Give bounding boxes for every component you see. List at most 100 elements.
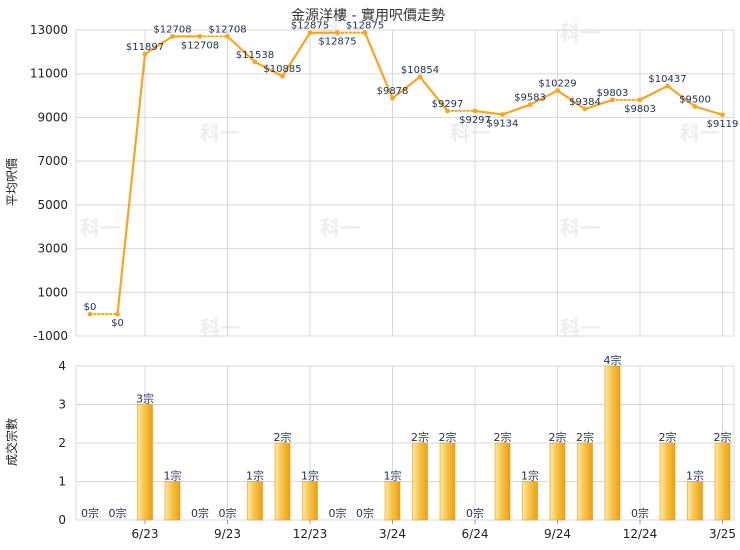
- price-label-15: $9134: [487, 118, 519, 129]
- price-segment-10: [363, 31, 394, 100]
- grid-layer: [75, 29, 735, 521]
- volume-label-16: 1宗: [521, 469, 539, 483]
- x-tick-label-3: 3/24: [379, 527, 406, 541]
- price-point-19: [610, 97, 615, 103]
- price-point-13: [445, 108, 450, 114]
- volume-bar-8: [302, 481, 318, 521]
- chart-title: 金源洋樓 - 實用呎價走勢: [291, 7, 445, 24]
- x-tick-label-7: 3/25: [709, 527, 736, 541]
- watermark-text-3: 科一: [560, 216, 600, 240]
- price-segment-21: [666, 84, 697, 108]
- axis-layer: -1000 1000 3000 5000 7000 9000 11000 13000 0 1 2 3 4…: [30, 23, 736, 541]
- volume-label-20: 0宗: [631, 506, 649, 520]
- price-point-14: [472, 108, 478, 114]
- price-segment-2: [143, 35, 174, 56]
- price-label-7: $10885: [263, 64, 301, 75]
- watermark-text-0: 科一: [200, 121, 240, 145]
- volume-bar-7: [274, 442, 291, 521]
- price-tick-label-6: 11000: [30, 67, 68, 81]
- price-point-2: [142, 51, 148, 57]
- price-point-1: [115, 311, 120, 317]
- price-point-9: [335, 30, 340, 36]
- price-segment-1: [116, 53, 147, 316]
- volume-label-22: 1宗: [686, 469, 704, 483]
- price-label-0: $0: [84, 302, 97, 313]
- volume-label-7: 2宗: [274, 430, 292, 444]
- price-label-11: $9878: [377, 86, 409, 97]
- price-point-11: [390, 95, 395, 101]
- volume-bar-18: [577, 442, 593, 521]
- price-segment-12: [418, 75, 449, 113]
- price-point-22: [692, 104, 698, 109]
- price-label-20: $9803: [624, 104, 656, 115]
- price-label-19: $9803: [597, 88, 629, 99]
- volume-label-23: 2宗: [714, 430, 732, 444]
- price-label-9: $12875: [318, 37, 356, 48]
- volume-label-1: 0宗: [109, 506, 127, 520]
- volume-label-8: 1宗: [301, 469, 319, 483]
- volume-tick-label-2: 2: [58, 436, 66, 450]
- price-point-16: [527, 102, 533, 108]
- volume-tick-label-1: 1: [58, 475, 66, 489]
- volume-label-13: 2宗: [439, 430, 457, 444]
- price-label-16: $9583: [514, 93, 546, 104]
- watermark-text-7: 科一: [560, 21, 600, 45]
- price-label-12: $10854: [401, 65, 439, 76]
- price-label-13: $9297: [432, 99, 464, 110]
- price-point-8: [307, 30, 313, 36]
- volume-bar-3: [164, 481, 181, 521]
- price-point-17: [555, 88, 560, 93]
- price-segment-16: [528, 89, 559, 106]
- x-tick-label-5: 9/24: [544, 527, 571, 541]
- price-point-6: [252, 59, 258, 65]
- watermark-text-9: 科一: [680, 121, 720, 145]
- bar-series: [137, 365, 731, 521]
- price-point-23: [720, 112, 725, 118]
- price-tick-label-4: 7000: [37, 154, 68, 168]
- price-label-4: $12708: [181, 40, 219, 51]
- price-segment-17: [556, 89, 587, 111]
- volume-bar-6: [247, 481, 263, 521]
- x-tick-label-1: 9/23: [214, 527, 241, 541]
- price-label-18: $9384: [569, 97, 601, 108]
- volume-label-10: 0宗: [356, 506, 374, 520]
- volume-label-0: 0宗: [81, 506, 99, 520]
- price-label-3: $12708: [153, 24, 191, 35]
- price-segment-18: [583, 98, 614, 111]
- volume-label-5: 0宗: [219, 506, 237, 520]
- price-label-21: $10437: [648, 74, 686, 85]
- volume-bar-11: [384, 481, 401, 521]
- line-series: [87, 30, 725, 317]
- price-label-22: $9500: [679, 95, 711, 106]
- price-point-20: [637, 97, 643, 103]
- price-point-3: [170, 33, 175, 39]
- price-axis-label: 平均呎價: [5, 158, 19, 206]
- price-point-12: [417, 74, 423, 80]
- volume-label-14: 0宗: [466, 506, 484, 520]
- price-segment-20: [638, 84, 669, 101]
- price-label-17: $10229: [538, 79, 576, 90]
- price-segment-15: [501, 103, 532, 116]
- price-segment-6: [253, 60, 284, 78]
- volume-label-12: 2宗: [411, 430, 429, 444]
- x-tick-label-2: 12/23: [293, 527, 328, 541]
- price-label-8: $12875: [291, 21, 329, 32]
- volume-bar-23: [714, 442, 731, 521]
- price-tick-label-7: 13000: [30, 23, 68, 37]
- volume-bar-2: [137, 404, 153, 521]
- price-point-15: [500, 112, 505, 117]
- volume-label-21: 2宗: [659, 430, 677, 444]
- price-label-23: $9119: [707, 119, 739, 130]
- price-point-4: [197, 33, 203, 39]
- price-tick-label-5: 9000: [37, 110, 68, 124]
- volume-bar-16: [522, 481, 538, 521]
- volume-label-11: 1宗: [384, 469, 402, 483]
- watermark-text-1: 科一: [320, 216, 360, 240]
- x-tick-label-4: 6/24: [462, 527, 489, 541]
- price-point-0: [87, 311, 93, 317]
- volume-bar-17: [549, 442, 566, 521]
- volume-label-18: 2宗: [576, 430, 594, 444]
- price-tick-label-2: 3000: [37, 242, 68, 256]
- volume-axis-label: 成交宗數: [4, 418, 19, 466]
- price-point-7: [280, 73, 285, 79]
